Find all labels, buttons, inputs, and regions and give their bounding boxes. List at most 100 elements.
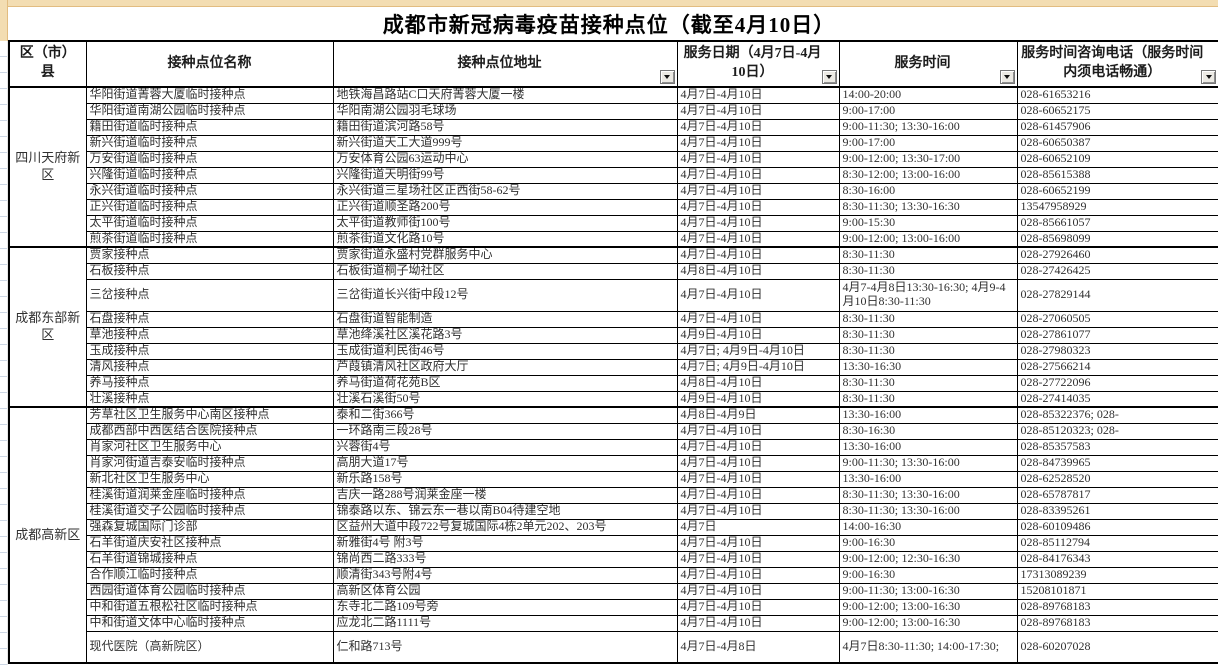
cell-time: 9:00-12:00; 13:00-16:00	[838, 230, 1018, 248]
cell-address: 区益州大道中段722号复城国际4栋2单元202、203号	[332, 518, 678, 536]
cell-address: 草池绛溪社区溪花路3号	[332, 326, 678, 344]
cell-phone: 13547958929	[1016, 198, 1218, 216]
cell-date: 4月7日-4月10日	[676, 566, 840, 584]
cell-address: 新乐路158号	[332, 470, 678, 488]
table-row: 清风接种点 芦葭镇清风社区政府大厅 4月7日; 4月9日-4月10日 13:30-16…	[9, 358, 1218, 376]
cell-name: 桂溪街道交子公园临时接种点	[85, 502, 334, 520]
cell-date: 4月9日-4月10日	[676, 326, 840, 344]
cell-time: 8:30-16:30	[838, 422, 1018, 440]
cell-phone: 028-89768183	[1016, 598, 1218, 616]
table-row: 正兴街道临时接种点 正兴街道顺圣路200号 4月7日-4月10日 8:30-11:30…	[9, 198, 1218, 216]
cell-date: 4月7日-4月10日	[676, 454, 840, 472]
cell-address: 兴蓉街4号	[332, 438, 678, 456]
cell-name: 玉成接种点	[85, 342, 334, 360]
cell-phone: 028-27566214	[1016, 358, 1218, 376]
cell-name: 现代医院（高新院区）	[85, 630, 334, 664]
cell-date: 4月7日-4月10日	[676, 102, 840, 120]
cell-name: 清风接种点	[85, 358, 334, 376]
cell-phone: 028-84739965	[1016, 454, 1218, 472]
cell-address: 地铁海昌路站C口天府菁蓉大厦一楼	[332, 86, 678, 104]
cell-date: 4月7日-4月10日	[676, 438, 840, 456]
table-row: 籍田街道临时接种点 籍田街道滨河路58号 4月7日-4月10日 9:00-11:30;…	[9, 118, 1218, 136]
cell-date: 4月7日; 4月9日-4月10日	[676, 342, 840, 360]
filter-button-date[interactable]	[821, 70, 837, 84]
cell-phone: 028-61457906	[1016, 118, 1218, 136]
cell-time: 8:30-11:30	[838, 326, 1018, 344]
cell-address: 新雅街4号 附3号	[332, 534, 678, 552]
cell-time: 14:00-16:30	[838, 518, 1018, 536]
cell-address: 煎茶街道文化路10号	[332, 230, 678, 248]
cell-address: 太平街道教师街100号	[332, 214, 678, 232]
cell-date: 4月7日-4月10日	[676, 214, 840, 232]
header-phone-label: 服务时间咨询电话（服务时间内须电话畅通）	[1021, 46, 1204, 80]
left-accent-strip	[0, 0, 8, 41]
table-row: 强森复城国际门诊部 区益州大道中段722号复城国际4栋2单元202、203号 4月7…	[9, 518, 1218, 536]
cell-phone: 15208101871	[1016, 582, 1218, 600]
cell-name: 中和街道文体中心临时接种点	[85, 614, 334, 632]
table-row: 太平街道临时接种点 太平街道教师街100号 4月7日-4月10日 9:00-15:30…	[9, 214, 1218, 232]
vaccination-points-table: 区（市） 县 接种点位名称 接种点位地址 服务日期（4月7日-4月10日） 服务…	[8, 40, 1218, 664]
table-row: 西园街道体育公园临时接种点 高新区体育公园 4月7日-4月10日 9:00-11:30…	[9, 582, 1218, 600]
title-row: 成都市新冠病毒疫苗接种点位（截至4月10日）	[0, 7, 1218, 40]
cell-date: 4月7日-4月10日	[676, 166, 840, 184]
table-row: 成都西部中西医结合医院接种点 一环路南三段28号 4月7日-4月10日 8:30-16…	[9, 422, 1218, 440]
cell-address: 养马街道荷花苑B区	[332, 374, 678, 392]
cell-date: 4月7日-4月10日	[676, 150, 840, 168]
filter-button-time[interactable]	[999, 70, 1015, 84]
table-row: 兴隆街道临时接种点 兴隆街道天明街99号 4月7日-4月10日 8:30-12:00;…	[9, 166, 1218, 184]
cell-phone: 028-27722096	[1016, 374, 1218, 392]
cell-date: 4月7日-4月10日	[676, 310, 840, 328]
cell-time: 9:00-12:00; 13:30-17:00	[838, 150, 1018, 168]
cell-date: 4月7日-4月10日	[676, 550, 840, 568]
cell-date: 4月7日-4月10日	[676, 422, 840, 440]
cell-date: 4月7日-4月10日	[676, 182, 840, 200]
cell-time: 8:30-11:30; 13:30-16:00	[838, 502, 1018, 520]
table-row: 肖家河社区卫生服务中心 兴蓉街4号 4月7日-4月10日 13:30-16:00 028…	[9, 438, 1218, 456]
cell-name: 新北社区卫生服务中心	[85, 470, 334, 488]
cell-date: 4月7日-4月10日	[676, 246, 840, 264]
cell-name: 籍田街道临时接种点	[85, 118, 334, 136]
cell-address: 兴隆街道天明街99号	[332, 166, 678, 184]
district-cell: 四川天府新区	[8, 86, 87, 248]
table-row: 草池接种点 草池绛溪社区溪花路3号 4月9日-4月10日 8:30-11:30 028-…	[9, 326, 1218, 344]
table-row: 石板接种点 石板街道桐子坳社区 4月8日-4月10日 8:30-11:30 028-27…	[9, 262, 1218, 280]
cell-phone: 028-85357583	[1016, 438, 1218, 456]
cell-name: 养马接种点	[85, 374, 334, 392]
cell-name: 芳草社区卫生服务中心南区接种点	[85, 406, 334, 424]
header-phone: 服务时间咨询电话（服务时间内须电话畅通）	[1016, 40, 1218, 88]
cell-name: 强森复城国际门诊部	[85, 518, 334, 536]
cell-date: 4月7日-4月10日	[676, 598, 840, 616]
cell-name: 华阳街道菁蓉大厦临时接种点	[85, 86, 334, 104]
filter-button-address[interactable]	[659, 70, 675, 84]
cell-address: 玉成街道利民街46号	[332, 342, 678, 360]
filter-button-phone[interactable]	[1201, 70, 1216, 84]
cell-date: 4月8日-4月10日	[676, 374, 840, 392]
cell-phone: 028-61653216	[1016, 86, 1218, 104]
cell-phone: 028-85322376; 028-	[1016, 406, 1218, 424]
table-row: 万安街道临时接种点 万安体育公园63运动中心 4月7日-4月10日 9:00-12:0…	[9, 150, 1218, 168]
cell-address: 石盘街道智能制造	[332, 310, 678, 328]
cell-time: 9:00-15:30	[838, 214, 1018, 232]
table-row: 华阳街道南湖公园临时接种点 华阳南湖公园羽毛球场 4月7日-4月10日 9:00-17…	[9, 102, 1218, 120]
district-cell: 成都高新区	[8, 406, 87, 664]
cell-name: 草池接种点	[85, 326, 334, 344]
cell-name: 石盘接种点	[85, 310, 334, 328]
chevron-down-icon	[1004, 75, 1010, 79]
cell-phone: 028-84176343	[1016, 550, 1218, 568]
cell-address: 高朋大道17号	[332, 454, 678, 472]
cell-date: 4月8日-4月10日	[676, 262, 840, 280]
cell-address: 吉庆一路288号润莱金座一楼	[332, 486, 678, 504]
cell-date: 4月7日-4月10日	[676, 502, 840, 520]
cell-time: 9:00-12:00; 13:00-16:30	[838, 614, 1018, 632]
cell-phone: 028-89768183	[1016, 614, 1218, 632]
cell-address: 一环路南三段28号	[332, 422, 678, 440]
cell-phone: 028-85120323; 028-	[1016, 422, 1218, 440]
table-row: 石羊街道锦城接种点 锦尚西二路333号 4月7日-4月10日 9:00-12:00; …	[9, 550, 1218, 568]
cell-address: 万安体育公园63运动中心	[332, 150, 678, 168]
cell-date: 4月7日-4月10日	[676, 198, 840, 216]
cell-address: 永兴街道三星场社区正西街58-62号	[332, 182, 678, 200]
cell-phone: 028-62528520	[1016, 470, 1218, 488]
header-district: 区（市） 县	[8, 40, 87, 88]
table-row: 成都高新区 芳草社区卫生服务中心南区接种点 泰和二街366号 4月8日-4月9日 13:…	[8, 406, 1218, 664]
